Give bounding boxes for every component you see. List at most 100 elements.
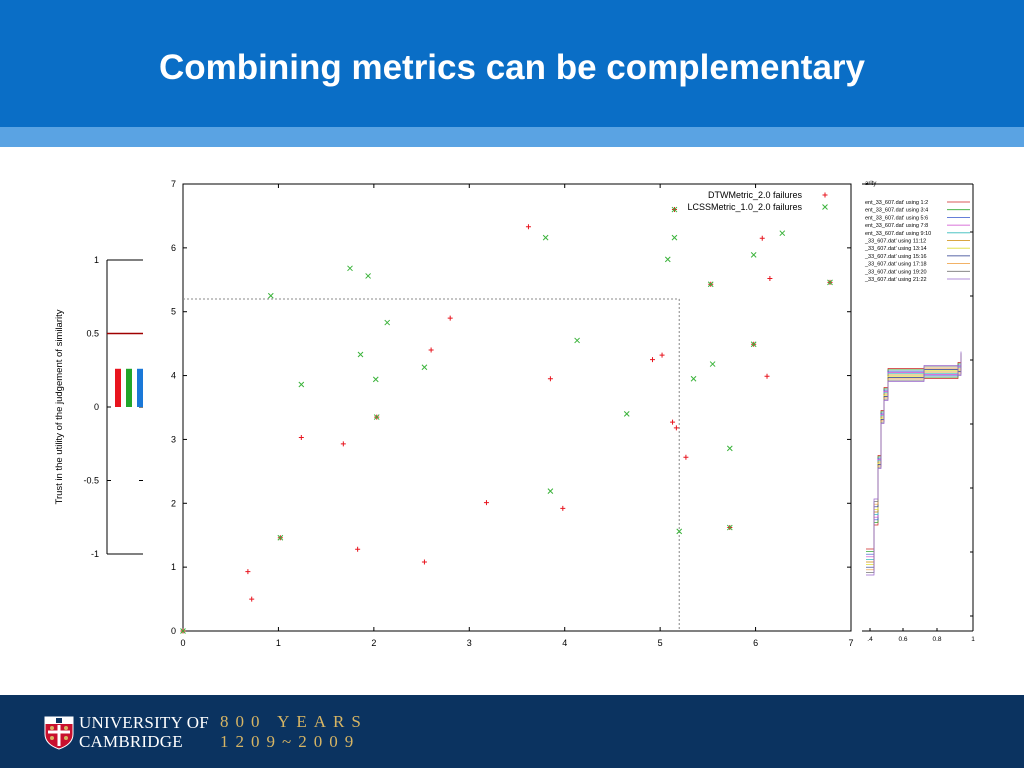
right-legend-label: _33_607.dat' using 13:14	[864, 246, 927, 252]
point-lcss-failure	[574, 337, 580, 344]
right-legend-label: _33_607.dat' using 21:22	[864, 277, 927, 283]
point-lcss-failure	[277, 534, 284, 541]
right-step-line	[866, 352, 962, 573]
scatter-x-tick-label: 1	[276, 638, 281, 648]
point-dtw-failure	[298, 435, 304, 441]
right-chart-title: arity	[865, 181, 876, 187]
point-lcss-failure	[690, 375, 697, 382]
right-x-tick-label: .4	[867, 636, 873, 643]
anniversary-wordmark: 800 YEARS 1209~2009	[220, 712, 368, 752]
right-step-line	[866, 355, 962, 568]
years-line-1: 800 YEARS	[220, 712, 368, 731]
scatter-y-tick-label: 7	[171, 179, 176, 189]
point-dtw-failure	[249, 596, 255, 602]
point-lcss-failure	[421, 364, 428, 371]
point-lcss-failure	[750, 341, 757, 348]
legend-label-1: DTWMetric_2.0 failures	[708, 190, 803, 200]
scatter-x-tick-label: 3	[467, 638, 472, 648]
point-dtw-failure	[483, 500, 489, 506]
bar-y-axis-label: Trust in the utility of the judgement of…	[54, 309, 65, 504]
scatter-x-tick-label: 0	[180, 638, 185, 648]
bar-2	[126, 368, 132, 407]
university-wordmark: UNIVERSITY OF CAMBRIDGE	[79, 713, 209, 751]
point-lcss-failure	[180, 628, 186, 634]
point-dtw-failure	[245, 569, 251, 575]
point-lcss-failure	[779, 230, 786, 237]
point-lcss-failure	[664, 256, 671, 263]
right-step-line	[866, 363, 962, 552]
point-dtw-failure	[421, 559, 427, 565]
university-line-1: UNIVERSITY OF	[79, 713, 209, 732]
point-dtw-failure	[683, 454, 689, 460]
years-line-2: 1209~2009	[220, 732, 361, 751]
point-lcss-failure	[827, 279, 833, 286]
bar-y-tick-label: 1	[94, 255, 99, 265]
scatter-x-tick-label: 5	[658, 638, 663, 648]
legend-marker-2	[822, 204, 828, 210]
point-lcss-failure	[267, 292, 274, 299]
right-legend-label: ent_33_607.dat' using 9:10	[865, 231, 931, 237]
scatter-y-tick-label: 6	[171, 243, 176, 253]
bar-y-tick-label: 0	[94, 402, 99, 412]
right-step-line	[866, 360, 962, 558]
point-lcss-failure	[726, 445, 733, 452]
right-step-line	[866, 362, 962, 550]
footer-bar	[0, 695, 1024, 768]
scatter-plot-frame	[182, 183, 852, 632]
right-legend-label: ent_33_607.dat' using 7:8	[865, 223, 928, 229]
point-lcss-failure	[365, 273, 371, 279]
right-x-tick-label: 1	[971, 636, 975, 643]
point-lcss-failure	[671, 206, 678, 213]
similarity-step-chart: arity ent_33_607.dat' using 1:2 ent_33_607…	[862, 181, 975, 643]
point-lcss-failure	[372, 376, 379, 383]
point-lcss-failure	[676, 528, 683, 535]
slide-header	[0, 0, 1024, 127]
scatter-y-tick-label: 1	[171, 562, 176, 572]
point-dtw-failure	[547, 376, 553, 382]
failures-scatter-chart: 0 1 2 3 4 5 6 7 0 1 2 3 4 5 6 7 DTWMetric_2.0 failures LC…	[171, 179, 854, 648]
point-lcss-failure	[750, 252, 757, 258]
point-lcss-failure	[542, 234, 549, 241]
right-step-line	[866, 351, 962, 576]
scatter-x-tick-label: 2	[371, 638, 376, 648]
right-legend-label: _33_607.dat' using 15:16	[864, 254, 927, 260]
right-step-line	[866, 361, 962, 555]
cambridge-crest-icon	[44, 716, 74, 750]
point-lcss-failure	[347, 265, 353, 272]
right-step-line	[866, 358, 962, 563]
point-lcss-failure	[671, 234, 678, 241]
scatter-x-tick-label: 4	[562, 638, 567, 648]
point-lcss-failure	[709, 361, 716, 367]
point-dtw-failure	[525, 224, 531, 230]
header-stripe	[0, 127, 1024, 147]
point-dtw-failure	[659, 352, 665, 358]
point-dtw-failure	[447, 315, 453, 321]
point-dtw-failure	[428, 347, 434, 353]
bar-y-tick-label: -0.5	[83, 476, 99, 486]
scatter-x-tick-label: 7	[848, 638, 853, 648]
trust-bar-chart: 1 0.5 0 -0.5 -1 Trust in the utility of the j…	[54, 255, 143, 559]
bar-3	[137, 368, 143, 407]
point-lcss-failure	[726, 524, 733, 531]
point-dtw-failure	[560, 505, 566, 511]
point-lcss-failure	[298, 381, 305, 388]
scatter-y-tick-label: 4	[171, 371, 176, 381]
bar-y-tick-label: 0.5	[86, 329, 99, 339]
right-x-tick-label: 0.6	[898, 636, 907, 643]
bar-1	[115, 368, 121, 407]
point-dtw-failure	[650, 357, 656, 363]
point-dtw-failure	[764, 373, 770, 379]
bar-y-tick-label: -1	[91, 549, 99, 559]
point-lcss-failure	[707, 281, 714, 288]
point-lcss-failure	[623, 411, 630, 417]
point-lcss-failure	[547, 488, 554, 495]
right-legend-label: ent_33_607.dat' using 1:2	[865, 200, 928, 206]
right-legend-label: ent_33_607.dat' using 3:4	[865, 208, 928, 214]
point-lcss-failure	[373, 414, 380, 420]
scatter-y-tick-label: 2	[171, 498, 176, 508]
point-lcss-failure	[357, 351, 364, 358]
point-lcss-failure	[384, 319, 391, 326]
point-dtw-failure	[673, 425, 679, 431]
point-dtw-failure	[340, 441, 346, 447]
scatter-y-tick-label: 3	[171, 434, 176, 444]
